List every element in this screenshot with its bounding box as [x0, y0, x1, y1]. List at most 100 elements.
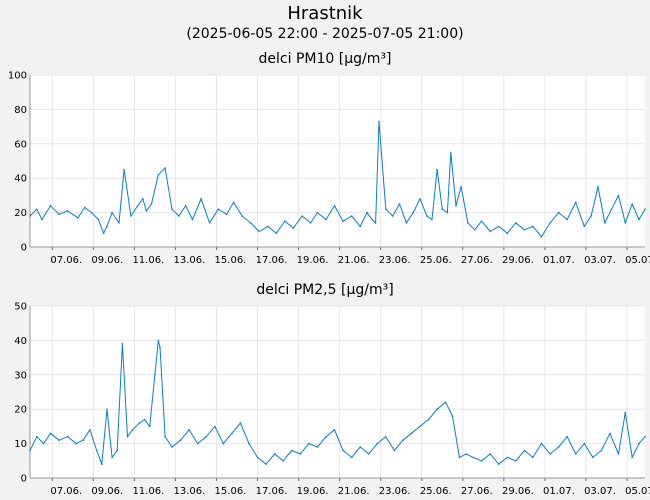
- pm10-xtick-label: 15.06.: [215, 255, 247, 266]
- pm25-ytick-label: 40: [14, 336, 27, 347]
- pm10-xtick-label: 01.07.: [543, 255, 575, 266]
- pm10-data-point: [284, 220, 286, 222]
- page-title: Hrastnik: [287, 3, 363, 24]
- pm25-data-point: [592, 456, 594, 459]
- pm25-data-point: [36, 435, 38, 438]
- pm25-data-point: [188, 429, 190, 431]
- pm25-xtick-label: 23.06.: [379, 486, 411, 497]
- pm25-data-point: [566, 435, 568, 438]
- pm25-chart-title: delci PM2,5 [µg/m³]: [256, 282, 394, 298]
- pm25-data-point: [58, 439, 60, 442]
- pm10-data-point: [292, 227, 295, 229]
- pm25-data-point: [121, 343, 124, 345]
- pm25-xtick-label: 09.06.: [91, 486, 123, 497]
- pm25-data-point: [154, 374, 156, 376]
- pm25-data-point: [600, 449, 603, 452]
- pm25-data-point: [75, 442, 77, 445]
- pm25-data-point: [489, 453, 492, 455]
- pm10-ytick-label: 0: [21, 243, 27, 254]
- pm25-data-point: [385, 435, 387, 438]
- pm25-xtick-label: 11.06.: [132, 486, 164, 497]
- pm25-xtick-label: 13.06.: [174, 486, 206, 497]
- pm10-data-point: [405, 222, 408, 224]
- pm25-data-point: [42, 442, 45, 445]
- pm25-data-point: [644, 435, 646, 438]
- pm25-data-point: [222, 442, 225, 445]
- pm10-data-point: [398, 203, 401, 205]
- pm10-data-point: [36, 208, 38, 210]
- pm10-xtick-label: 13.06.: [174, 255, 206, 266]
- pm25-data-point: [376, 442, 379, 445]
- pm10-data-point: [258, 230, 261, 233]
- pm25-data-point: [402, 439, 404, 442]
- pm10-data-point: [532, 225, 534, 228]
- pm10-data-point: [497, 225, 500, 228]
- pm25-data-point: [248, 442, 250, 445]
- pm10-ytick-label: 80: [14, 105, 27, 116]
- pm10-data-point: [617, 194, 620, 197]
- pm10-data-point: [145, 210, 148, 212]
- pm10-data-point: [241, 215, 243, 217]
- pm25-data-point: [131, 429, 134, 431]
- pm25-data-point: [497, 463, 500, 466]
- pm25-data-point: [515, 460, 517, 462]
- pm25-data-point: [480, 460, 483, 462]
- pm25-data-point: [316, 446, 319, 448]
- pm10-xtick-label: 05.07.: [625, 255, 650, 266]
- pm10-data-point: [489, 230, 492, 233]
- pm10-data-point: [342, 220, 344, 222]
- pm10-data-point: [191, 218, 194, 221]
- pm10-data-point: [171, 208, 173, 210]
- pm10-xtick-label: 21.06.: [338, 255, 370, 266]
- pm25-ytick-label: 30: [14, 370, 27, 381]
- pm10-plot-area: [30, 75, 645, 247]
- pm25-ytick-label: 0: [21, 474, 27, 485]
- pm10-data-point: [515, 222, 517, 224]
- pm10-data-point: [208, 222, 211, 224]
- pm10-data-point: [200, 198, 202, 200]
- pm25-data-point: [29, 449, 31, 452]
- pm10-data-point: [178, 215, 180, 217]
- pm10-data-point: [49, 204, 52, 207]
- pm25-data-point: [89, 429, 91, 431]
- pm10-xtick-label: 29.06.: [502, 255, 534, 266]
- pm10-data-point: [624, 222, 627, 224]
- pm25-data-point: [49, 432, 52, 435]
- pm25-xtick-label: 19.06.: [297, 486, 329, 497]
- pm10-data-point: [455, 204, 457, 207]
- pm10-data-point: [58, 213, 60, 216]
- pm10-data-point: [83, 206, 86, 209]
- pm10-data-point: [249, 222, 252, 224]
- pm25-data-point: [624, 411, 627, 414]
- pm10-data-point: [118, 222, 120, 224]
- pm10-xtick-label: 09.06.: [91, 255, 123, 266]
- pm25-ytick-label: 10: [14, 439, 27, 450]
- pm25-xtick-label: 01.07.: [543, 486, 575, 497]
- pm10-data-point: [66, 210, 69, 212]
- pm25-data-point: [451, 415, 454, 417]
- pm25-data-point: [148, 425, 151, 428]
- pm10-data-point: [137, 204, 139, 207]
- pm10-data-point: [97, 218, 100, 221]
- pm10-data-point: [391, 215, 394, 217]
- pm25-data-point: [143, 418, 146, 421]
- pm25-data-point: [436, 408, 438, 411]
- pm10-xtick-label: 11.06.: [132, 255, 164, 266]
- pm25-data-point: [256, 456, 259, 459]
- pm10-data-point: [378, 120, 380, 123]
- pm10-data-point: [77, 217, 79, 219]
- pm10-data-point: [374, 222, 377, 224]
- pm10-xtick-label: 25.06.: [420, 255, 452, 266]
- pm25-data-point: [164, 435, 166, 438]
- pm25-data-point: [523, 449, 526, 452]
- pm25-xtick-label: 21.06.: [338, 486, 370, 497]
- pm10-data-point: [106, 225, 108, 228]
- pm10-data-point: [597, 186, 599, 188]
- pm10-data-point: [123, 168, 125, 171]
- pm25-data-point: [393, 449, 396, 452]
- pm25-data-point: [342, 449, 344, 452]
- pm10-data-point: [419, 198, 421, 200]
- pm10-chart: 0 20 40 60 80 100 07.06. 09.06. 11.06. 13.06. 15.0…: [8, 71, 650, 267]
- pm10-data-point: [506, 232, 509, 234]
- pm10-data-point: [333, 204, 336, 207]
